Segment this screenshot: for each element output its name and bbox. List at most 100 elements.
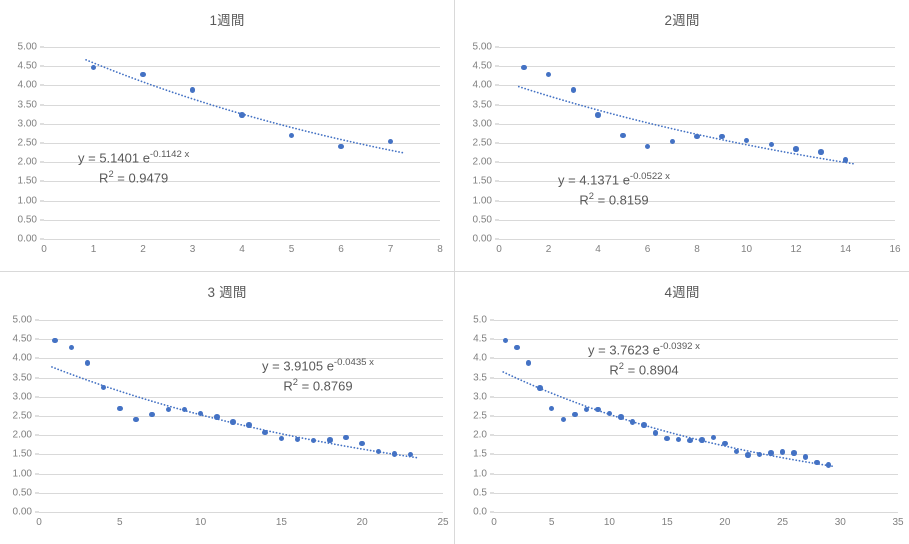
- data-point[interactable]: [818, 149, 824, 155]
- y-gridline: [44, 200, 440, 202]
- data-point[interactable]: [68, 344, 75, 351]
- data-point[interactable]: [230, 419, 236, 425]
- data-point[interactable]: [359, 440, 365, 447]
- plot-area[interactable]: 0.00 0.50 1.00 1.50 2.00 2.50 3.00 3.50 4.00 4.50…: [473, 42, 901, 256]
- x-axis-tick-label: 25: [777, 517, 789, 528]
- data-point[interactable]: [572, 411, 578, 418]
- chart-3weeks[interactable]: 3 週間 0.00 0.50 1.00 1.50 2.00 2.50 3.00 3.50 4.00…: [0, 272, 455, 544]
- data-point[interactable]: [560, 416, 566, 423]
- data-point[interactable]: [629, 419, 636, 425]
- data-point[interactable]: [719, 133, 725, 140]
- data-point[interactable]: [644, 143, 651, 150]
- data-point[interactable]: [407, 451, 414, 458]
- data-point[interactable]: [570, 87, 576, 93]
- data-point[interactable]: [514, 344, 520, 351]
- y-tick-mark: [40, 46, 44, 48]
- chart-title: 3 週間: [207, 285, 247, 300]
- data-point[interactable]: [802, 454, 809, 460]
- data-point[interactable]: [189, 87, 196, 93]
- plot-area[interactable]: 0.00 0.50 1.00 1.50 2.00 2.50 3.00 3.50 4.00 4.50…: [18, 42, 443, 256]
- data-point[interactable]: [779, 449, 786, 455]
- data-point[interactable]: [246, 422, 252, 428]
- data-point[interactable]: [825, 462, 832, 468]
- data-point[interactable]: [375, 448, 382, 455]
- data-point[interactable]: [391, 451, 398, 457]
- data-point[interactable]: [84, 360, 91, 366]
- data-point[interactable]: [525, 360, 532, 366]
- data-point[interactable]: [545, 71, 552, 78]
- x-axis-tick-label: 20: [356, 517, 368, 528]
- data-point[interactable]: [652, 430, 659, 436]
- data-point[interactable]: [278, 435, 285, 442]
- data-point[interactable]: [669, 138, 675, 145]
- data-point[interactable]: [583, 406, 590, 413]
- data-point[interactable]: [294, 436, 301, 443]
- data-point[interactable]: [606, 410, 613, 417]
- data-point[interactable]: [722, 440, 728, 447]
- data-point[interactable]: [641, 422, 647, 428]
- data-point[interactable]: [140, 71, 146, 78]
- x-axis-tick-label: 7: [387, 244, 394, 255]
- data-point[interactable]: [327, 437, 333, 443]
- data-point[interactable]: [90, 64, 97, 71]
- data-point[interactable]: [197, 410, 204, 417]
- data-point[interactable]: [537, 385, 543, 391]
- equation-body: y = 3.7623 e: [588, 342, 660, 358]
- data-point[interactable]: [165, 406, 172, 413]
- y-tick-mark: [35, 434, 39, 436]
- data-point[interactable]: [743, 137, 750, 144]
- data-point[interactable]: [793, 146, 799, 152]
- x-axis-tick-label: 15: [275, 517, 287, 528]
- data-point[interactable]: [842, 157, 849, 163]
- x-axis-tick-label: 8: [437, 244, 443, 255]
- data-point[interactable]: [310, 437, 317, 444]
- data-point[interactable]: [338, 143, 344, 150]
- plot-area[interactable]: 0.00 0.50 1.00 1.50 2.00 2.50 3.00 3.50 4.00 4.50…: [13, 315, 449, 529]
- data-point[interactable]: [694, 133, 700, 140]
- data-point[interactable]: [814, 459, 820, 466]
- data-point[interactable]: [288, 132, 295, 139]
- data-point[interactable]: [262, 429, 268, 436]
- data-point[interactable]: [387, 138, 394, 145]
- data-point[interactable]: [100, 384, 107, 391]
- chart-4weeks[interactable]: 4週間 0.0 0.5 1.0 1.5 2.0 2.5 3.0 3.5 4.0 4.5 5.0 0 5 10…: [455, 272, 909, 544]
- data-point[interactable]: [133, 416, 139, 423]
- y-axis-tick-label: 1.0: [473, 468, 487, 480]
- x-axis-tick-label: 35: [892, 517, 904, 528]
- data-point[interactable]: [595, 406, 601, 413]
- data-point[interactable]: [181, 406, 188, 413]
- y-tick-mark: [35, 415, 39, 417]
- y-tick-mark: [490, 453, 494, 455]
- data-point[interactable]: [239, 112, 245, 118]
- x-axis-tick-label: 6: [338, 244, 344, 255]
- data-point[interactable]: [664, 435, 670, 442]
- data-point[interactable]: [149, 411, 155, 418]
- data-point[interactable]: [768, 141, 774, 148]
- y-axis-tick-label: 4.00: [12, 352, 32, 364]
- data-point[interactable]: [618, 414, 624, 420]
- y-tick-mark: [35, 377, 39, 379]
- data-point[interactable]: [791, 450, 797, 456]
- chart-1week[interactable]: 1週間 0.00 0.50 1.00 1.50 2.00 2.50 3.00 3.50 4.00 4…: [0, 0, 455, 272]
- y-axis-tick-label: 3.50: [12, 372, 32, 384]
- data-point[interactable]: [733, 448, 740, 455]
- data-point[interactable]: [699, 437, 705, 443]
- data-point[interactable]: [756, 451, 763, 458]
- data-point[interactable]: [710, 434, 717, 441]
- data-point[interactable]: [502, 337, 509, 344]
- data-point[interactable]: [521, 64, 527, 71]
- data-point[interactable]: [620, 132, 626, 139]
- data-point[interactable]: [745, 452, 751, 458]
- data-point[interactable]: [687, 437, 693, 444]
- plot-area[interactable]: 0.0 0.5 1.0 1.5 2.0 2.5 3.0 3.5 4.0 4.5 5.0 0 5 10 15 2…: [473, 315, 903, 529]
- data-point[interactable]: [52, 337, 58, 344]
- data-point[interactable]: [214, 414, 220, 420]
- data-point[interactable]: [595, 112, 601, 118]
- data-point[interactable]: [343, 434, 349, 441]
- y-axis-tick-label: 0.00: [472, 233, 492, 245]
- chart-2weeks[interactable]: 2週間 0.00 0.50 1.00 1.50 2.00 2.50 3.00 3.50 4.00 4…: [455, 0, 909, 272]
- data-point[interactable]: [117, 405, 123, 412]
- data-point[interactable]: [675, 436, 682, 443]
- data-point[interactable]: [768, 450, 774, 456]
- data-point[interactable]: [548, 405, 555, 412]
